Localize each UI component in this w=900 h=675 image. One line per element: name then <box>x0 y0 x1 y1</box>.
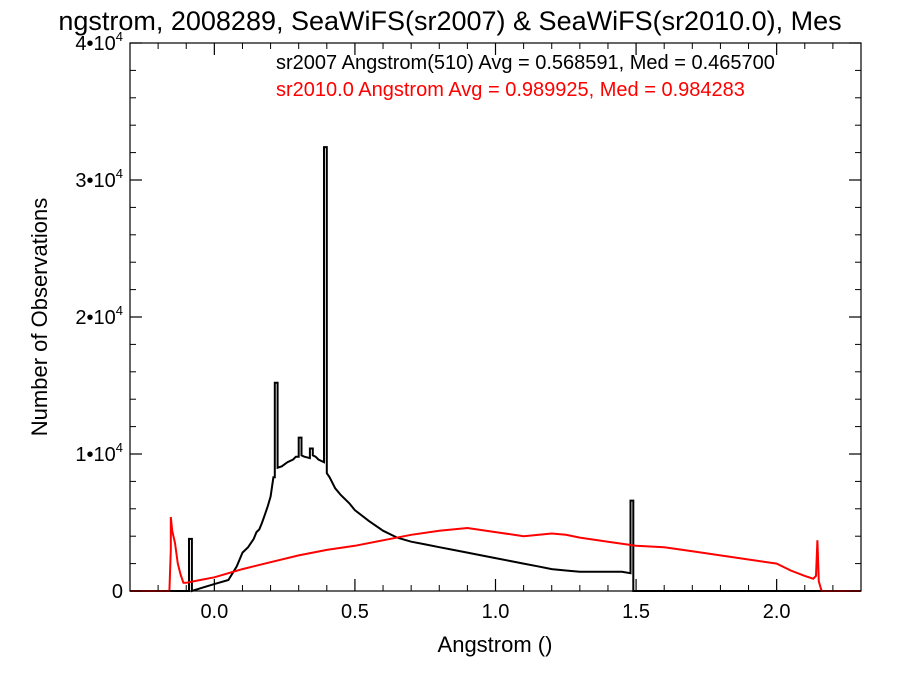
y-axis-label: Number of Observations <box>27 198 52 436</box>
annotation-sr2007: sr2007 Angstrom(510) Avg = 0.568591, Med… <box>276 52 775 74</box>
y-tick-label: 1•104 <box>75 440 123 466</box>
series-layer <box>130 146 861 593</box>
chart-title: ngstrom, 2008289, SeaWiFS(sr2007) & SeaW… <box>58 6 841 36</box>
series-line-0 <box>130 146 861 593</box>
x-tick-label: 0.0 <box>200 601 228 623</box>
x-tick-label: 1.5 <box>622 601 650 623</box>
y-tick-label: 4•104 <box>75 29 123 55</box>
y-tick-label: 0 <box>112 581 123 603</box>
tick-layer: 0.0 0.5 1.0 1.5 2.0 0 1•104 2•104 3•104 4•104 <box>75 29 862 623</box>
x-axis-label: Angstrom () <box>438 632 553 657</box>
y-tick-label: 3•104 <box>75 166 123 192</box>
y-tick-label: 2•104 <box>75 303 123 329</box>
x-tick-label: 1.0 <box>482 601 510 623</box>
annotation-sr2010: sr2010.0 Angstrom Avg = 0.989925, Med = … <box>276 79 745 101</box>
series-line-1 <box>130 516 861 592</box>
x-tick-label: 2.0 <box>763 601 791 623</box>
x-tick-label: 0.5 <box>341 601 369 623</box>
plot-frame <box>129 42 862 592</box>
